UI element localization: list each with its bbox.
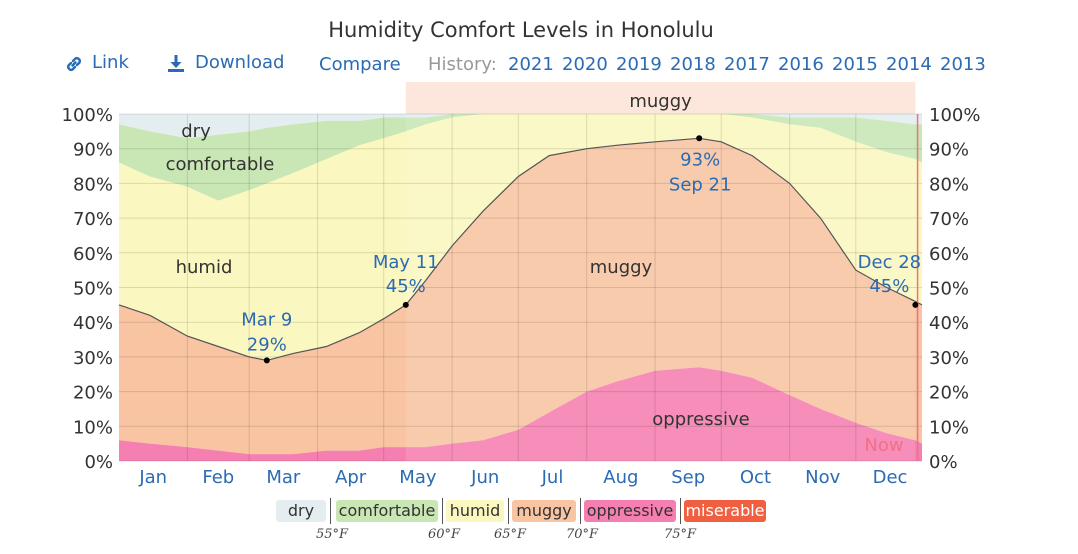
- history-year-2016[interactable]: 2016: [778, 54, 824, 75]
- y-tick-label-left: 50%: [73, 279, 113, 300]
- muggy-period-overlay: [405, 114, 916, 461]
- x-tick-label: Mar: [266, 467, 301, 488]
- y-tick-label-left: 100%: [62, 105, 113, 126]
- y-tick-label-right: 90%: [929, 140, 969, 161]
- legend-separator: [580, 498, 581, 524]
- link-icon[interactable]: [64, 54, 84, 79]
- band-label-humid: humid: [176, 257, 233, 278]
- history-year-2020[interactable]: 2020: [562, 54, 608, 75]
- annotation-point: [402, 301, 409, 308]
- compare-button[interactable]: Compare: [319, 54, 401, 75]
- chart-title: Humidity Comfort Levels in Honolulu: [328, 18, 714, 42]
- legend-temp-75: 75°F: [664, 527, 697, 542]
- history-year-2014[interactable]: 2014: [886, 54, 932, 75]
- x-tick-label: May: [399, 467, 437, 488]
- history-year-2017[interactable]: 2017: [724, 54, 770, 75]
- y-tick-label-left: 0%: [84, 452, 113, 473]
- y-tick-label-right: 60%: [929, 244, 969, 265]
- y-tick-label-left: 70%: [73, 209, 113, 230]
- history-year-2021[interactable]: 2021: [508, 54, 554, 75]
- x-tick-label: Nov: [805, 467, 840, 488]
- y-tick-label-left: 40%: [73, 313, 113, 334]
- x-tick-label: Dec: [873, 467, 908, 488]
- annotation-point: [263, 357, 270, 364]
- x-tick-label: Apr: [335, 467, 367, 488]
- annotation-label: 29%: [247, 334, 287, 355]
- annotation-point: [912, 301, 919, 308]
- y-tick-label-right: 30%: [929, 348, 969, 369]
- muggy-period-bar: [405, 82, 916, 114]
- y-tick-label-left: 80%: [73, 174, 113, 195]
- now-label: Now: [864, 435, 903, 456]
- y-tick-label-right: 100%: [929, 105, 980, 126]
- legend-miserable: miserable: [684, 500, 766, 522]
- legend-muggy: muggy: [512, 500, 576, 522]
- band-label-oppressive: oppressive: [652, 409, 749, 430]
- x-tick-label: Jan: [138, 467, 167, 488]
- y-tick-label-left: 10%: [73, 417, 113, 438]
- annotation-label: 45%: [869, 276, 909, 297]
- legend-separator: [442, 498, 443, 524]
- annotation-label: Sep 21: [669, 174, 732, 195]
- legend-comfortable: comfortable: [336, 500, 438, 522]
- band-comfortable: [119, 114, 922, 201]
- annotation-point: [696, 135, 703, 142]
- muggy-period-label: muggy: [629, 91, 692, 112]
- band-label-muggy: muggy: [590, 257, 653, 278]
- legend-temp-65: 65°F: [494, 527, 527, 542]
- x-tick-label: Aug: [603, 467, 638, 488]
- y-tick-label-right: 40%: [929, 313, 969, 334]
- legend-temp-70: 70°F: [566, 527, 599, 542]
- y-tick-label-right: 80%: [929, 174, 969, 195]
- y-tick-label-right: 20%: [929, 383, 969, 404]
- download-button[interactable]: Download: [195, 52, 285, 73]
- download-icon[interactable]: [166, 54, 186, 79]
- history-year-2015[interactable]: 2015: [832, 54, 878, 75]
- history-label: History:: [428, 54, 497, 75]
- history-year-2013[interactable]: 2013: [940, 54, 986, 75]
- y-tick-label-right: 0%: [929, 452, 958, 473]
- band-muggy: [119, 138, 922, 455]
- median-line: [118, 137, 923, 362]
- legend-separator: [330, 498, 331, 524]
- x-tick-label: Jul: [541, 467, 564, 488]
- history-year-2018[interactable]: 2018: [670, 54, 716, 75]
- legend-humid: humid: [446, 500, 504, 522]
- annotation-label: 45%: [386, 276, 426, 297]
- y-tick-label-right: 70%: [929, 209, 969, 230]
- link-button[interactable]: Link: [92, 52, 129, 73]
- legend-oppressive: oppressive: [584, 500, 676, 522]
- legend-temp-60: 60°F: [428, 527, 461, 542]
- x-tick-label: Feb: [202, 467, 234, 488]
- y-tick-label-left: 90%: [73, 140, 113, 161]
- legend-dry: dry: [276, 500, 326, 522]
- band-dry: [119, 114, 922, 139]
- annotation-label: May 11: [373, 252, 439, 273]
- annotation-label: Mar 9: [241, 309, 292, 330]
- y-tick-label-left: 30%: [73, 348, 113, 369]
- x-tick-label: Jun: [470, 467, 499, 488]
- band-oppressive: [119, 367, 922, 461]
- x-tick-label: Sep: [671, 467, 705, 488]
- legend-separator: [680, 498, 681, 524]
- history-year-2019[interactable]: 2019: [616, 54, 662, 75]
- y-tick-label-left: 60%: [73, 244, 113, 265]
- y-tick-label-right: 50%: [929, 279, 969, 300]
- y-tick-label-left: 20%: [73, 383, 113, 404]
- annotation-label: 93%: [680, 149, 720, 170]
- band-humid: [119, 114, 922, 361]
- legend-separator: [508, 498, 509, 524]
- band-label-dry: dry: [181, 121, 211, 142]
- legend-temp-55: 55°F: [316, 527, 349, 542]
- x-tick-label: Oct: [740, 467, 771, 488]
- humidity-chart: muggy dry comfortable humid muggy oppressive N…: [62, 82, 980, 488]
- y-tick-label-right: 10%: [929, 417, 969, 438]
- annotation-label: Dec 28: [858, 252, 921, 273]
- band-label-comfortable: comfortable: [166, 154, 275, 175]
